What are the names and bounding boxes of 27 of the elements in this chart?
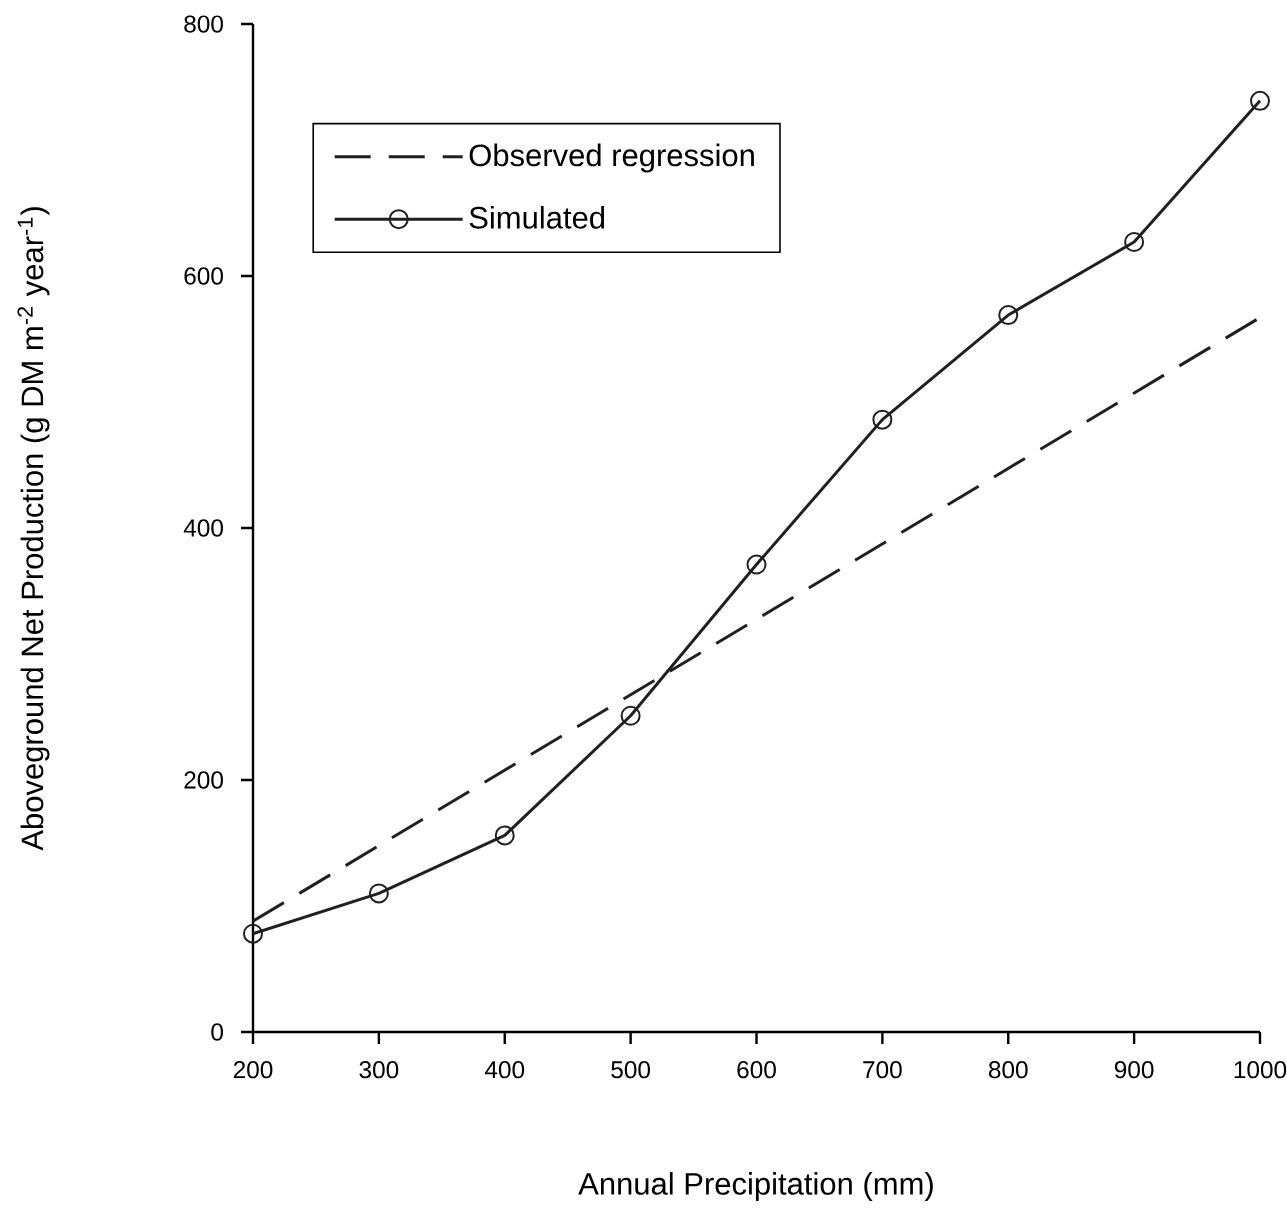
y-axis-title: Aboveground Net Production (g DM m$^{-2}$ year$^{-1}$) (17, 207, 50, 851)
point (243, 923, 263, 944)
point (620, 705, 641, 726)
x-axis-title: Annual Precipitation (mm) (578, 1172, 933, 1201)
point (998, 305, 1019, 326)
point (1124, 231, 1145, 252)
point (872, 409, 893, 430)
point (494, 825, 515, 846)
x-tick-label: 700 (863, 1061, 902, 1079)
x-tick-label: 200 (233, 1061, 273, 1079)
point (368, 883, 389, 904)
x-tick-label: 600 (737, 1061, 776, 1079)
y-tick-label: 200 (184, 771, 223, 789)
y-tick-label: 600 (184, 267, 223, 285)
x-tick-label: 400 (484, 1061, 525, 1079)
x-tick-label: 900 (1114, 1061, 1154, 1079)
x-tick-label: 1000 (1234, 1061, 1287, 1079)
y-tick-label: 800 (184, 15, 223, 33)
x-tick-label: 500 (611, 1061, 651, 1079)
y-tick-label: 400 (183, 519, 223, 537)
point (1249, 90, 1270, 111)
legend-label: Observed regression (469, 143, 754, 173)
x-tick-label: 800 (988, 1061, 1028, 1079)
y-tick-label: 0 (211, 1023, 223, 1041)
point (746, 554, 767, 575)
legend-label: Simulated (469, 205, 605, 229)
x-tick-label: 300 (359, 1061, 399, 1079)
